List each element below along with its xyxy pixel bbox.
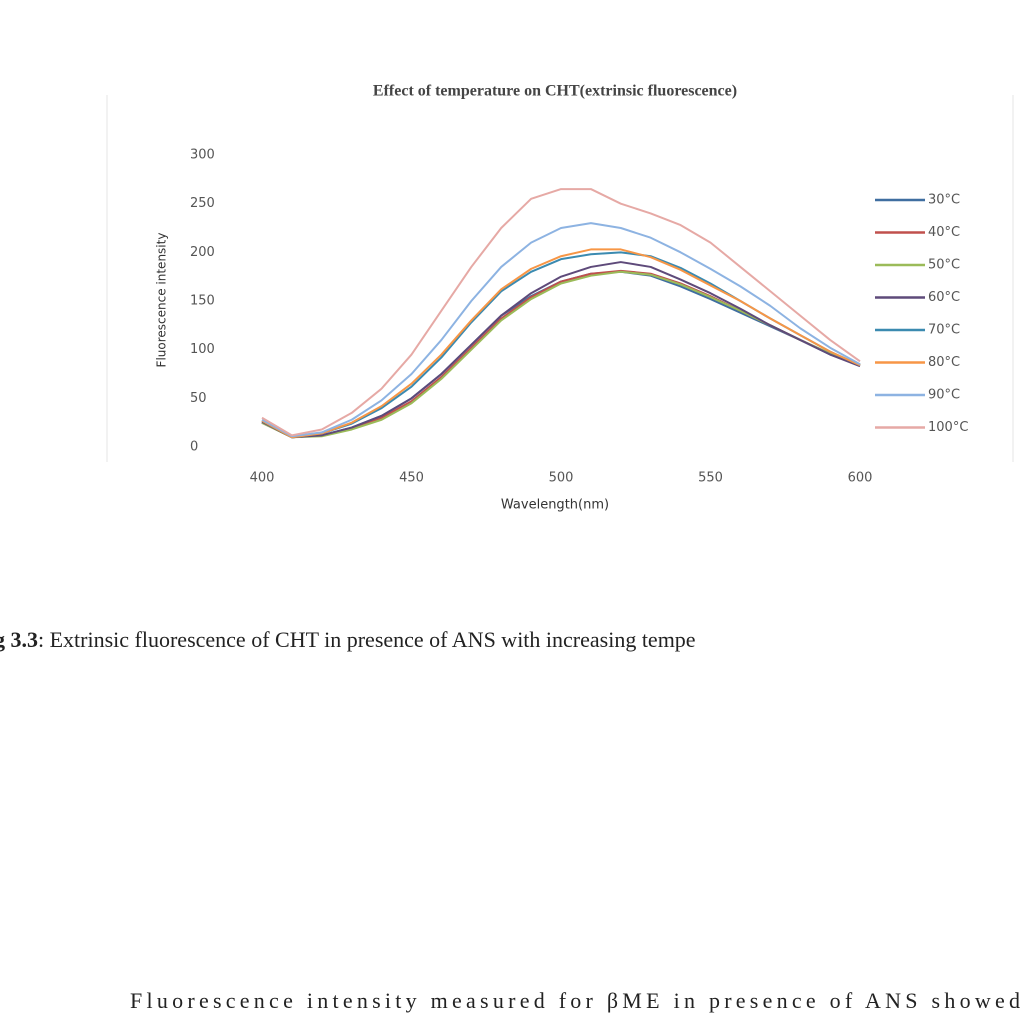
y-tick-label: 250	[190, 196, 215, 211]
chart-title: Effect of temperature on CHT(extrinsic f…	[373, 83, 737, 100]
y-tick-label: 100	[190, 342, 215, 357]
data-line	[262, 262, 860, 437]
legend-label: 40°C	[928, 225, 960, 240]
body-text: Fluorescence intensity measured for βME …	[130, 988, 1020, 1013]
legend-label: 60°C	[928, 290, 960, 305]
legend-label: 50°C	[928, 258, 960, 273]
x-tick-label: 500	[549, 471, 574, 486]
legend-label: 30°C	[928, 193, 960, 208]
y-axis-title: Fluorescence intensity	[155, 233, 169, 368]
data-line	[262, 189, 860, 435]
y-tick-label: 200	[190, 245, 215, 260]
x-tick-label: 450	[399, 471, 424, 486]
caption-label: g 3.3	[0, 627, 38, 652]
y-tick-label: 50	[190, 391, 207, 406]
legend-label: 70°C	[928, 323, 960, 338]
y-tick-label: 300	[190, 148, 215, 163]
chart: Effect of temperature on CHT(extrinsic f…	[0, 0, 1024, 1019]
page: {"chart_data": {"type": "line", "title":…	[0, 0, 1024, 1019]
legend-label: 90°C	[928, 388, 960, 403]
caption-text: : Extrinsic fluorescence of CHT in prese…	[38, 627, 696, 652]
x-tick-label: 550	[698, 471, 723, 486]
x-axis-title: Wavelength(nm)	[501, 498, 609, 513]
x-tick-label: 600	[848, 471, 873, 486]
data-line	[262, 252, 860, 437]
caption: g 3.3: Extrinsic fluorescence of CHT in …	[0, 627, 696, 652]
data-line	[262, 223, 860, 436]
y-tick-label: 150	[190, 294, 215, 309]
legend-label: 100°C	[928, 420, 968, 435]
legend-label: 80°C	[928, 355, 960, 370]
x-tick-label: 400	[250, 471, 275, 486]
y-tick-label: 0	[190, 440, 198, 455]
